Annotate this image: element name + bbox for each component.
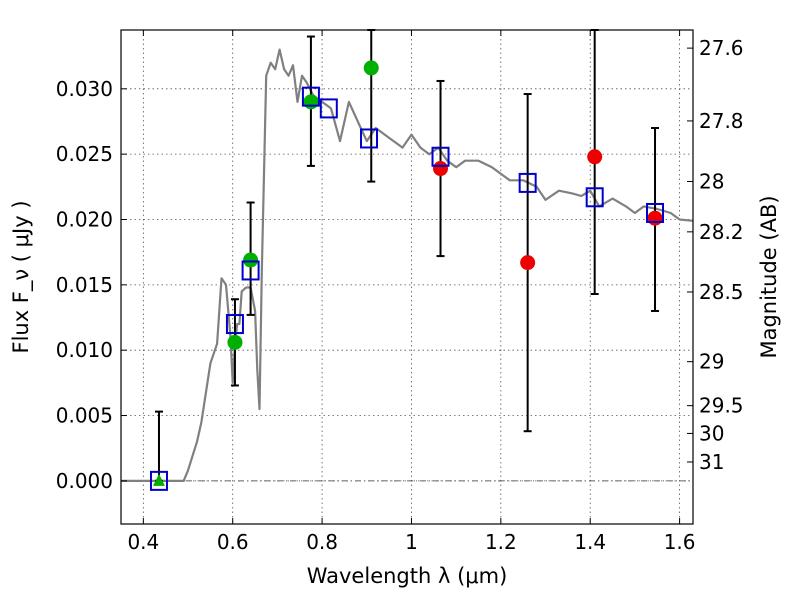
y-axis-title: Flux F_ν ( μJy ) — [9, 200, 34, 353]
x-tick-label: 1.2 — [485, 530, 517, 554]
y-tick-label: 0.005 — [56, 404, 113, 428]
red-point-marker — [433, 161, 449, 177]
model-square-marker — [646, 202, 665, 223]
data-markers — [149, 60, 665, 491]
green-point-marker — [363, 60, 379, 76]
green-point-marker — [303, 94, 319, 110]
y-tick-label: 0.000 — [56, 469, 113, 493]
model-square-marker — [518, 172, 537, 193]
green-point-marker — [227, 334, 243, 350]
model-square-marker — [360, 128, 379, 149]
x-tick-label: 0.4 — [127, 530, 159, 554]
x-tick-label: 1 — [405, 530, 418, 554]
model-square-marker — [241, 260, 260, 281]
mag-tick-label: 30 — [699, 421, 724, 445]
x-tick-label: 1.4 — [574, 530, 606, 554]
model-square-marker — [319, 98, 338, 119]
mag-tick-label: 27.8 — [699, 109, 744, 133]
template-spectrum-line — [121, 48, 694, 482]
red-point-marker — [647, 210, 663, 226]
y-tick-label: 0.010 — [56, 338, 113, 362]
template-spectrum — [121, 48, 694, 482]
plot-frame — [120, 29, 694, 525]
grid-lines — [121, 30, 693, 524]
axis-ticks: 0.4 0.6 0.8 1 1.2 1.4 1.6 0.000 0.005 0.010 0.015 0… — [56, 30, 744, 554]
error-bars — [154, 29, 660, 482]
mag-tick-label: 29 — [699, 350, 724, 374]
mag-tick-label: 27.6 — [699, 36, 744, 60]
model-square-marker — [431, 146, 450, 167]
red-point-marker — [520, 255, 536, 271]
x-tick-label: 0.6 — [217, 530, 249, 554]
x-tick-label: 0.8 — [306, 530, 338, 554]
mag-tick-label: 28.2 — [699, 220, 744, 244]
green-point-marker — [243, 252, 259, 268]
y-tick-label: 0.020 — [56, 207, 113, 231]
red-point-marker — [587, 149, 603, 165]
right-axis-title: Magnitude (AB) — [757, 195, 781, 358]
triangle-marker — [152, 473, 165, 486]
mag-tick-label: 31 — [699, 450, 724, 474]
mag-tick-label: 29.5 — [699, 394, 744, 418]
mag-tick-label: 28 — [699, 169, 724, 193]
x-tick-label: 1.6 — [664, 530, 696, 554]
model-square-marker — [585, 187, 604, 208]
mag-tick-label: 28.5 — [699, 280, 744, 304]
y-tick-label: 0.030 — [56, 77, 113, 101]
y-tick-label: 0.025 — [56, 142, 113, 166]
model-square-marker — [301, 86, 320, 107]
model-square-marker — [149, 470, 168, 491]
model-square-marker — [225, 314, 244, 335]
y-tick-label: 0.015 — [56, 273, 113, 297]
x-axis-title: Wavelength λ (μm) — [307, 564, 508, 588]
